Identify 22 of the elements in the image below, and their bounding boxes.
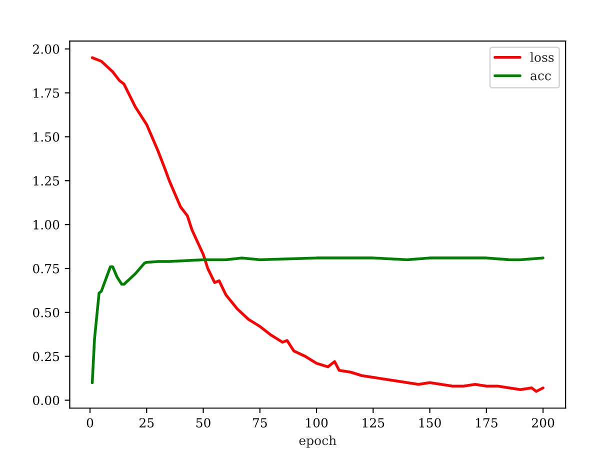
x-tick-label: 50 [196, 418, 210, 428]
y-tick-label: 0.50 [33, 308, 60, 318]
x-tick-label: 200 [532, 418, 554, 428]
x-tick-label: 0 [86, 418, 94, 428]
x-tick-label: 100 [306, 418, 328, 428]
legend-label: loss [530, 52, 554, 62]
y-tick-label: 0.25 [33, 352, 60, 362]
x-tick-label: 75 [253, 418, 267, 428]
y-tick-label: 0.75 [33, 264, 60, 274]
y-tick-label: 1.75 [34, 88, 60, 98]
y-tick-label: 1.25 [34, 176, 60, 186]
legend-label: acc [530, 73, 551, 80]
y-tick-label: 1.50 [34, 132, 60, 142]
x-tick-label: 175 [476, 418, 498, 428]
x-tick-label: 125 [362, 418, 384, 428]
y-tick-label: 2.00 [33, 44, 60, 54]
y-tick-label: 1.00 [34, 220, 60, 230]
line-series [90, 256, 544, 384]
x-axis-title: epoch [299, 435, 336, 448]
x-tick-label: 25 [140, 418, 154, 428]
y-tick-label: 0.00 [33, 396, 60, 406]
x-tick-label: 150 [419, 418, 441, 428]
